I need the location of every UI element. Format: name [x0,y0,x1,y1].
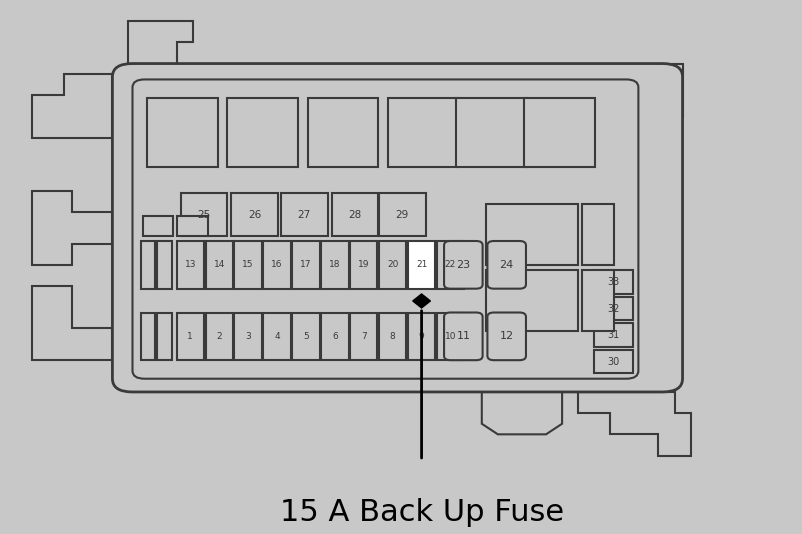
FancyBboxPatch shape [436,241,464,289]
FancyBboxPatch shape [234,312,261,360]
Text: 30: 30 [606,357,619,366]
FancyBboxPatch shape [234,241,261,289]
Text: 26: 26 [248,209,261,219]
FancyBboxPatch shape [407,241,435,289]
FancyBboxPatch shape [379,312,406,360]
FancyBboxPatch shape [350,312,377,360]
FancyBboxPatch shape [593,270,632,294]
Polygon shape [412,294,430,308]
FancyBboxPatch shape [593,296,632,320]
FancyBboxPatch shape [436,312,464,360]
FancyBboxPatch shape [205,241,233,289]
FancyBboxPatch shape [132,80,638,379]
Text: 15 A Back Up Fuse: 15 A Back Up Fuse [279,498,563,527]
Text: 20: 20 [387,261,398,269]
FancyBboxPatch shape [581,204,614,265]
FancyBboxPatch shape [524,98,594,167]
FancyBboxPatch shape [157,241,172,289]
Text: 19: 19 [358,261,369,269]
Text: 24: 24 [499,260,513,270]
FancyBboxPatch shape [321,241,348,289]
Text: 27: 27 [298,209,310,219]
FancyBboxPatch shape [112,64,682,392]
Text: 25: 25 [197,209,210,219]
Text: 6: 6 [331,332,338,341]
Polygon shape [658,64,682,116]
FancyBboxPatch shape [350,241,377,289]
Polygon shape [32,191,112,265]
FancyBboxPatch shape [444,241,482,289]
Text: 28: 28 [348,209,361,219]
FancyBboxPatch shape [487,241,525,289]
FancyBboxPatch shape [581,270,614,331]
Text: 10: 10 [444,332,456,341]
Polygon shape [481,392,561,434]
FancyBboxPatch shape [263,312,290,360]
Text: 23: 23 [456,260,470,270]
FancyBboxPatch shape [487,312,525,360]
FancyBboxPatch shape [157,312,172,360]
Text: 11: 11 [456,331,470,341]
FancyBboxPatch shape [281,193,327,235]
FancyBboxPatch shape [231,193,277,235]
FancyBboxPatch shape [379,193,425,235]
Polygon shape [32,286,112,360]
Text: 14: 14 [213,261,225,269]
Polygon shape [32,74,112,138]
FancyBboxPatch shape [379,241,406,289]
FancyBboxPatch shape [227,98,298,167]
Text: 4: 4 [273,332,280,341]
Text: 32: 32 [606,303,619,313]
FancyBboxPatch shape [407,312,435,360]
FancyBboxPatch shape [292,241,319,289]
Text: 9: 9 [418,332,424,341]
FancyBboxPatch shape [263,241,290,289]
Text: 29: 29 [395,209,408,219]
Polygon shape [128,21,192,64]
Text: 15: 15 [242,261,253,269]
FancyBboxPatch shape [485,204,577,265]
Text: 31: 31 [606,330,619,340]
FancyBboxPatch shape [147,98,217,167]
Text: 22: 22 [444,261,456,269]
FancyBboxPatch shape [593,323,632,347]
FancyBboxPatch shape [177,216,208,235]
FancyBboxPatch shape [292,312,319,360]
Text: 7: 7 [360,332,367,341]
FancyBboxPatch shape [180,193,227,235]
Text: 5: 5 [302,332,309,341]
FancyBboxPatch shape [176,241,204,289]
Text: 2: 2 [216,332,222,341]
FancyBboxPatch shape [176,312,204,360]
Text: 17: 17 [300,261,311,269]
FancyBboxPatch shape [140,241,155,289]
FancyBboxPatch shape [307,98,378,167]
FancyBboxPatch shape [593,350,632,373]
Text: 21: 21 [415,261,427,269]
FancyBboxPatch shape [205,312,233,360]
Text: 16: 16 [271,261,282,269]
FancyBboxPatch shape [444,312,482,360]
FancyBboxPatch shape [143,216,173,235]
FancyBboxPatch shape [321,312,348,360]
FancyBboxPatch shape [140,312,155,360]
Text: 1: 1 [187,332,193,341]
Text: 33: 33 [606,277,619,287]
FancyBboxPatch shape [331,193,378,235]
Polygon shape [577,392,690,456]
Text: 3: 3 [245,332,251,341]
Text: 12: 12 [499,331,513,341]
FancyBboxPatch shape [387,98,458,167]
Text: 8: 8 [389,332,395,341]
Text: 13: 13 [184,261,196,269]
FancyBboxPatch shape [456,98,526,167]
FancyBboxPatch shape [485,270,577,331]
Text: 18: 18 [329,261,340,269]
